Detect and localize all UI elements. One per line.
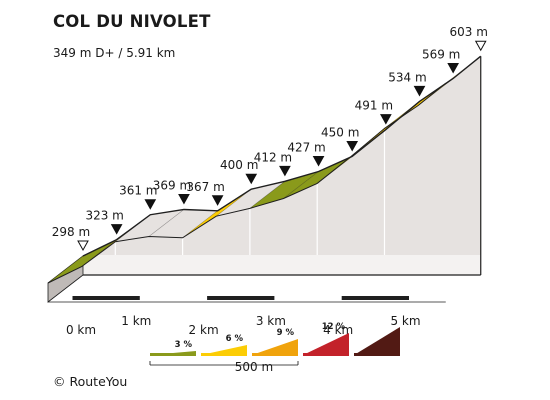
waypoint-marker xyxy=(413,85,426,97)
legend-swatch-base xyxy=(303,353,349,356)
legend-swatch xyxy=(252,339,298,355)
elevation-label: 534 m xyxy=(388,70,426,84)
waypoint-marker xyxy=(144,199,157,210)
legend-label: 3 % xyxy=(175,340,193,350)
waypoint-marker xyxy=(245,173,258,185)
elevation-label: 361 m xyxy=(119,184,157,198)
x-tick-label: 3 km xyxy=(256,314,286,328)
waypoint-marker xyxy=(380,114,392,125)
elevation-label: 369 m xyxy=(153,178,191,192)
waypoint-marker xyxy=(312,156,325,167)
legend-swatch xyxy=(201,345,247,355)
waypoint-marker xyxy=(110,224,123,235)
profile-floor xyxy=(48,255,481,302)
elevation-label: 298 m xyxy=(52,225,90,239)
elevation-label: 569 m xyxy=(422,47,460,61)
profile-front-edge xyxy=(47,82,447,284)
legend-scale-label: 500 m xyxy=(235,360,273,374)
elevation-label: 427 m xyxy=(287,141,325,155)
elevation-label: 412 m xyxy=(254,150,292,164)
x-tick-label: 0 km xyxy=(66,323,96,337)
legend-swatch-base xyxy=(252,353,298,356)
waypoint-marker xyxy=(346,140,359,152)
x-tick-label: 1 km xyxy=(121,314,151,328)
legend-label: 12 % xyxy=(322,322,346,332)
elevation-label: 323 m xyxy=(85,209,123,223)
x-tick-label: 4 km xyxy=(323,323,353,337)
elevation-label: 491 m xyxy=(355,99,393,113)
waypoint-marker xyxy=(211,195,224,206)
legend-label: 9 % xyxy=(277,328,295,338)
endpoint-marker xyxy=(77,240,89,252)
legend-swatch xyxy=(303,333,349,355)
elevation-label: 400 m xyxy=(220,158,258,172)
profile-top-edge xyxy=(82,55,482,257)
elevation-label: 367 m xyxy=(186,180,224,194)
elevation-label: 450 m xyxy=(321,125,359,139)
x-tick-label: 2 km xyxy=(189,323,219,337)
legend-swatch-base xyxy=(150,353,196,356)
legend-swatch-base xyxy=(354,353,400,356)
legend-label: 6 % xyxy=(226,334,244,344)
legend-swatch-base xyxy=(201,353,247,356)
waypoint-marker xyxy=(178,193,190,205)
waypoint-marker xyxy=(447,62,459,74)
legend-swatch xyxy=(354,327,400,355)
x-tick-label: 5 km xyxy=(390,314,420,328)
elevation-label: 603 m xyxy=(450,25,488,39)
chart-title: COL DU NIVOLET xyxy=(53,12,211,31)
copyright-credit: © RouteYou xyxy=(53,374,128,389)
chart-subtitle: 349 m D+ / 5.91 km xyxy=(53,46,176,60)
endpoint-marker xyxy=(474,40,487,52)
waypoint-marker xyxy=(279,165,291,177)
